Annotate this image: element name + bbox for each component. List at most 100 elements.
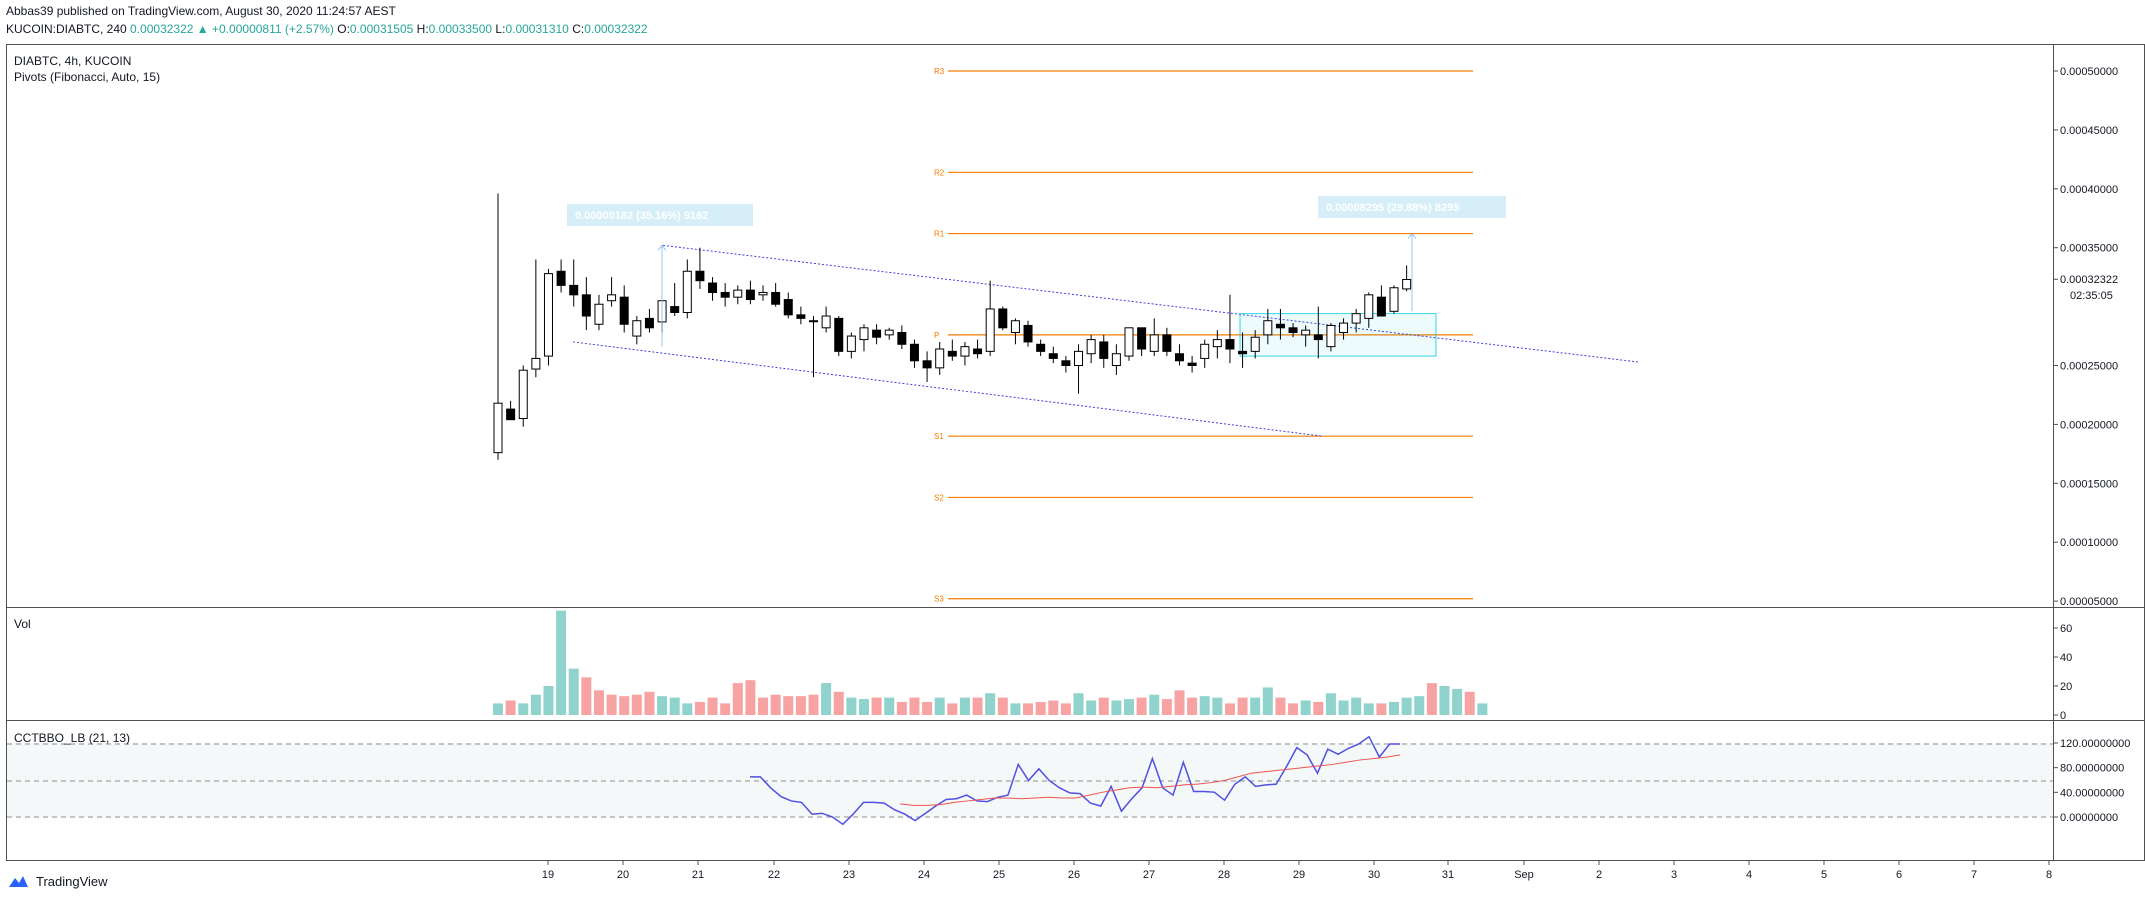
volume-bar: [1288, 703, 1299, 715]
tradingview-cloud-icon: [9, 876, 28, 887]
volume-bar: [1073, 693, 1084, 715]
high-label: H:: [416, 22, 429, 36]
candle-body: [632, 320, 642, 337]
time-tick-label: 4: [1746, 869, 1752, 881]
measure-label-bg: [1318, 196, 1506, 218]
last-price: 0.00032322: [130, 22, 194, 36]
volume-bar: [1452, 688, 1463, 715]
time-tick-label: 7: [1971, 869, 1977, 881]
volume-bar: [1338, 700, 1349, 715]
volume-bar: [1376, 703, 1387, 715]
volume-bar: [694, 701, 705, 715]
time-tick-label: 24: [918, 869, 930, 881]
osc-main-line: [750, 735, 1400, 826]
candle-body: [1326, 324, 1336, 348]
vol-tick-label: 20: [2060, 681, 2072, 693]
price-tick-label: 0.00035000: [2060, 243, 2118, 255]
time-tick-label: 3: [1671, 869, 1677, 881]
volume-bar: [858, 699, 869, 715]
volume-bar: [1224, 703, 1235, 715]
volume-bar: [1351, 697, 1362, 715]
candle-body: [745, 289, 755, 301]
main-pane-title: DIABTC, 4h, KUCOIN: [14, 54, 131, 68]
candle-body: [1225, 339, 1235, 350]
high-value: 0.00033500: [428, 22, 493, 36]
volume-bar: [959, 697, 970, 715]
volume-bar: [1161, 699, 1172, 715]
volume-bar: [606, 694, 617, 715]
measure-label-text: 0.00000182 (35.16%) 9162: [575, 210, 708, 222]
time-tick-label: 29: [1293, 869, 1305, 881]
candle-body: [1313, 334, 1323, 341]
candle-body: [897, 332, 907, 345]
candle-body: [1111, 353, 1121, 367]
candle-body: [581, 294, 591, 317]
candle-body: [506, 408, 516, 421]
candle-body: [909, 343, 919, 362]
volume-bar: [1010, 703, 1021, 715]
volume-bar: [1187, 697, 1198, 715]
volume-bar: [1060, 703, 1071, 715]
candle-body: [998, 308, 1008, 329]
candle-body: [1250, 336, 1260, 352]
price-tick-label: 0.00005000: [2060, 596, 2118, 608]
tradingview-logo[interactable]: TradingView: [6, 871, 108, 891]
candle-body: [771, 291, 781, 305]
candle-body: [809, 320, 818, 323]
volume-bar: [1199, 696, 1210, 715]
price-tick-label: 0.00050000: [2060, 66, 2118, 78]
up-triangle-icon: ▲: [196, 22, 209, 36]
volume-bar: [1313, 701, 1324, 715]
volume-bar: [1035, 701, 1046, 715]
candle-body: [682, 270, 692, 313]
volume-bar: [1023, 703, 1034, 715]
candle-body: [821, 315, 831, 329]
volume-bar: [1401, 697, 1412, 715]
volume-bar: [631, 694, 642, 715]
volume-bar: [707, 697, 718, 715]
volume-bar: [745, 680, 756, 715]
candle-body: [985, 308, 995, 352]
volume-bar: [1262, 687, 1273, 715]
candle-body: [619, 296, 629, 325]
volume-bar: [884, 697, 895, 715]
volume-bar: [985, 693, 996, 715]
candle-body: [973, 348, 983, 355]
main-pane-frame: [6, 44, 2145, 608]
candle-body: [493, 402, 503, 454]
volume-bar: [833, 691, 844, 715]
time-tick-label: 27: [1143, 869, 1155, 881]
candle-body: [1187, 362, 1197, 367]
candle-body: [670, 306, 680, 313]
candle-body: [834, 317, 844, 352]
candle-body: [1061, 360, 1071, 366]
candle-body: [556, 270, 566, 286]
volume-bar: [1086, 700, 1097, 715]
price-tick-label: 0.00015000: [2060, 478, 2118, 490]
volume-bar: [808, 694, 819, 715]
volume-bar: [1111, 700, 1122, 715]
price-tick-label: 0.00040000: [2060, 184, 2118, 196]
candle-body: [543, 273, 553, 357]
pivot-label-r2: R2: [934, 168, 945, 177]
candle-body: [922, 360, 932, 369]
pivot-label-p: P: [934, 331, 939, 340]
candle-body: [947, 350, 957, 357]
volume-bar: [922, 701, 933, 715]
time-tick-label: Sep: [1514, 869, 1534, 881]
osc-tick-label: 80.00000000: [2060, 763, 2124, 775]
candle-body: [1099, 341, 1109, 359]
publish-info: Abbas39 published on TradingView.com, Au…: [6, 4, 396, 18]
volume-bar: [997, 697, 1008, 715]
channel-lower-line: [572, 341, 1324, 437]
volume-bar: [1464, 691, 1475, 715]
candle-body: [1301, 329, 1311, 336]
candle-body: [1048, 353, 1058, 359]
candle-body: [935, 348, 945, 369]
volume-bar: [1275, 697, 1286, 715]
candle-body: [859, 327, 869, 341]
time-tick-label: 20: [617, 869, 629, 881]
volume-bar: [1325, 693, 1336, 715]
volume-bar: [518, 703, 529, 715]
